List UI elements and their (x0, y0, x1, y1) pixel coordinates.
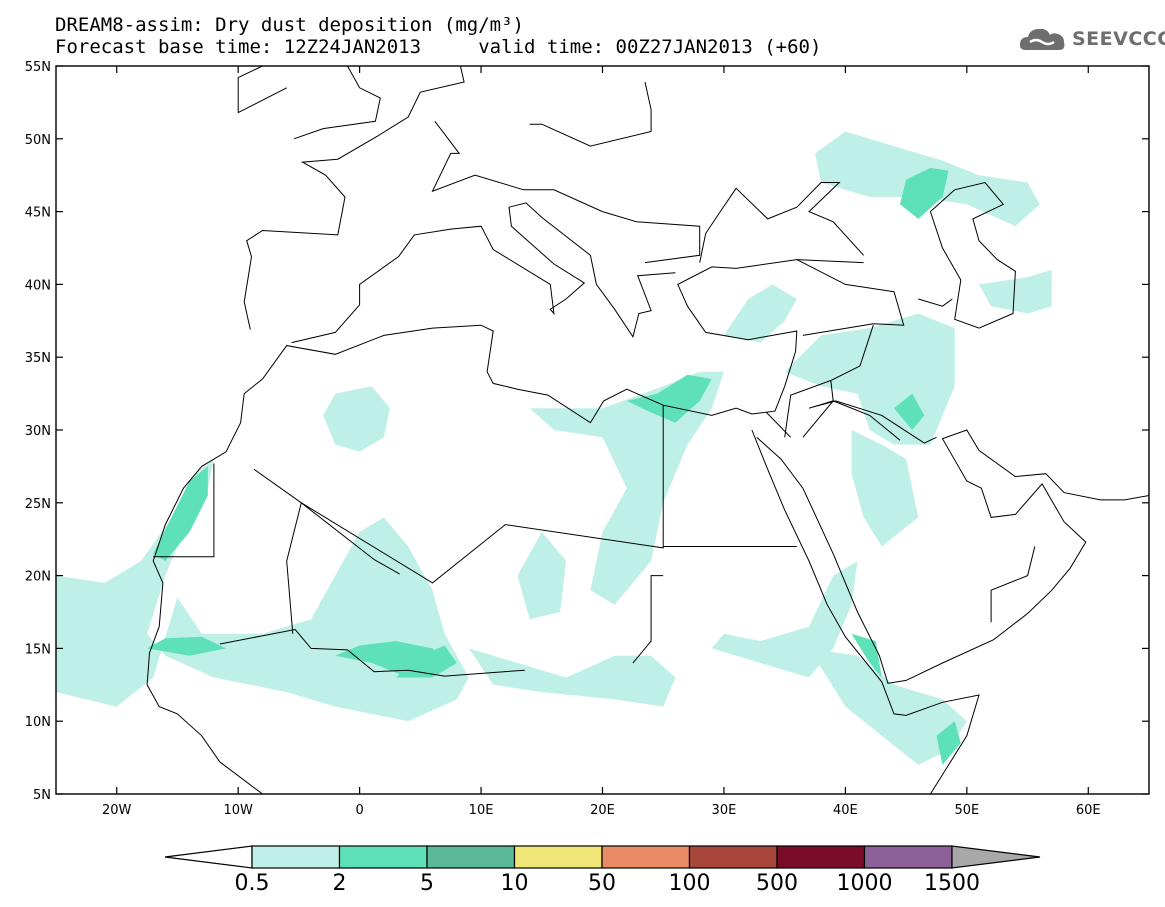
lon-tick-label: 40E (833, 803, 858, 818)
colorbar-segment (251, 845, 341, 869)
colorbar-label: 1000 (837, 871, 893, 896)
map-title: DREAM8-assim: Dry dust deposition (mg/m³… (55, 14, 524, 36)
colorbar-segment (338, 845, 428, 869)
colorbar-label: 100 (669, 871, 711, 896)
coastline (237, 65, 287, 114)
coastline (291, 202, 676, 344)
seevccc-logo: SEEVCCC (1018, 24, 1165, 54)
coastline (146, 684, 263, 795)
coastline (802, 400, 901, 441)
coastline (918, 298, 953, 307)
dust-deposition-shading (56, 131, 1052, 765)
logo-text: SEEVCCC (1072, 28, 1165, 50)
coastline (766, 412, 792, 438)
coastline (751, 429, 980, 795)
lat-tick-label: 50N (25, 133, 51, 148)
coastline (431, 120, 701, 264)
coastline (756, 429, 1150, 684)
colorbar-segment (688, 845, 778, 869)
coastline (632, 575, 664, 664)
dust-area-low (851, 430, 919, 547)
lon-tick-label: 20W (102, 803, 132, 818)
lat-tick-label: 5N (33, 788, 51, 803)
dust-area-medium (153, 466, 208, 561)
colorbar-segment (426, 845, 516, 869)
color-legend-bar: 0.5 2 5 10 50 100 500 1000 1500 (164, 845, 1041, 896)
latitude-axis: 55N 50N 45N 40N 35N 30N 25N 20N 15N 10N 5N (25, 60, 1149, 803)
lat-tick-label: 20N (25, 570, 51, 585)
dust-area-medium (936, 721, 961, 765)
lon-tick-label: 30E (712, 803, 737, 818)
coastline (784, 380, 831, 438)
lat-tick-label: 35N (25, 351, 51, 366)
dust-area-low (784, 313, 955, 445)
colorbar-under-arrow (164, 845, 253, 869)
colorbar-label: 500 (756, 871, 798, 896)
colorbar-label: 2 (333, 871, 347, 896)
coastline (219, 628, 525, 677)
lon-tick-label: 10W (223, 803, 253, 818)
longitude-axis: 20W 10W 0 10E 20E 30E 40E 50E 60E (102, 66, 1101, 818)
colorbar-label: 50 (588, 871, 616, 896)
dust-area-low (529, 371, 724, 605)
coastline (286, 501, 400, 634)
colorbar-segment (601, 845, 691, 869)
coastline (293, 65, 381, 140)
coastline (146, 259, 864, 685)
coastlines-and-borders (146, 65, 1150, 795)
coastline (699, 182, 864, 263)
lat-tick-label: 30N (25, 424, 51, 439)
cloud-icon (1019, 28, 1065, 50)
lat-tick-label: 55N (25, 60, 51, 75)
colorbar-segment (776, 845, 866, 869)
dust-area-low (323, 386, 390, 452)
lat-tick-label: 40N (25, 278, 51, 293)
coastline (796, 259, 905, 336)
dust-area-low (809, 648, 967, 765)
colorbar-label: 0.5 (235, 871, 270, 896)
dust-area-medium (396, 645, 457, 678)
dust-area-low (723, 284, 797, 343)
dust-area-medium (900, 167, 949, 219)
dust-area-low (979, 269, 1052, 314)
colorbar-label: 5 (420, 871, 434, 896)
lon-tick-label: 60E (1076, 803, 1101, 818)
colorbar-segment (863, 845, 953, 869)
coastline (243, 65, 465, 330)
coastline (529, 81, 652, 147)
lat-tick-label: 25N (25, 497, 51, 512)
coastline (990, 546, 1036, 623)
dust-area-low (711, 561, 858, 678)
forecast-time-subtitle: Forecast base time: 12Z24JAN2013 valid t… (55, 36, 822, 58)
lon-tick-label: 50E (954, 803, 979, 818)
dust-area-low (468, 648, 676, 707)
lat-tick-label: 45N (25, 206, 51, 221)
lon-tick-label: 0 (355, 803, 363, 818)
colorbar-label: 10 (501, 871, 529, 896)
dust-area-medium (894, 393, 925, 430)
coastline (808, 325, 937, 444)
lat-tick-label: 15N (25, 642, 51, 657)
coastline (153, 463, 215, 558)
dust-area-medium (147, 636, 226, 656)
dust-area-medium (626, 374, 712, 423)
dust-area-low (56, 459, 469, 722)
dust-area-low (517, 531, 567, 620)
coastline (253, 405, 664, 584)
lon-tick-label: 20E (590, 803, 615, 818)
colorbar-label: 1500 (924, 871, 980, 896)
coastline (929, 181, 1016, 329)
colorbar-over-arrow (951, 845, 1041, 869)
lat-tick-label: 10N (25, 715, 51, 730)
lon-tick-label: 10E (469, 803, 494, 818)
colorbar-segment (513, 845, 603, 869)
